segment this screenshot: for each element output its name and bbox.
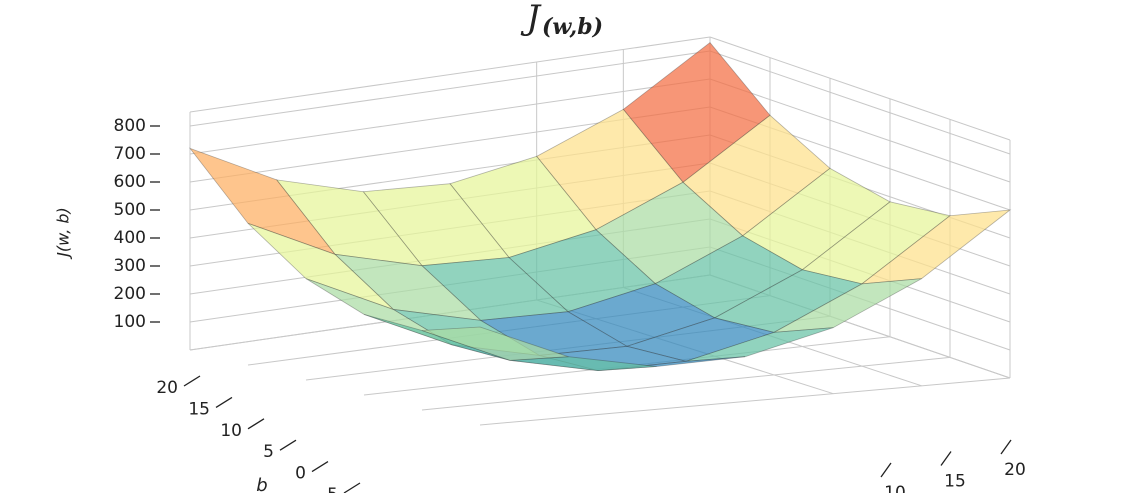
- y-axis-label: b: [256, 475, 267, 493]
- x-tick-label: 20: [1004, 460, 1026, 480]
- y-tick-label: 0: [295, 464, 306, 484]
- x-tick: [940, 451, 952, 466]
- chart-title: J: [520, 0, 542, 38]
- z-tick-label: 200: [114, 284, 146, 304]
- y-tick: [343, 482, 361, 493]
- z-axis-label: J(w, b): [54, 207, 73, 260]
- surface-patch: [860, 209, 1012, 285]
- box-edge: [709, 36, 1011, 141]
- z-tick-label: 700: [114, 144, 146, 164]
- grid-line: [421, 356, 951, 411]
- chart-title-subscript: (w,b): [542, 14, 603, 40]
- y-tick-label: 15: [188, 399, 210, 419]
- z-tick-label: 500: [114, 200, 146, 220]
- z-tick-label: 800: [114, 116, 146, 136]
- surface-patch: [275, 179, 423, 267]
- y-tick: [183, 375, 201, 387]
- grid-line: [709, 50, 1011, 155]
- y-tick: [311, 461, 329, 473]
- z-tick-label: 400: [114, 228, 146, 248]
- y-tick-label: 10: [220, 421, 242, 441]
- surface-patch: [595, 181, 744, 285]
- surface: [188, 42, 1012, 372]
- grid-line: [479, 377, 1011, 426]
- y-tick: [247, 418, 265, 430]
- y-tick: [279, 439, 297, 451]
- grid-line: [709, 78, 1011, 183]
- z-tick-label: 100: [114, 312, 146, 332]
- surface-patch: [188, 147, 337, 256]
- surface-patch: [625, 317, 776, 362]
- surface-patch: [421, 326, 569, 361]
- surface-patch: [363, 313, 511, 361]
- x-tick: [1000, 439, 1012, 455]
- x-tick-label: 15: [944, 472, 966, 492]
- x-tick-label: 10: [884, 483, 906, 493]
- y-tick: [215, 396, 233, 408]
- y-tick-label: 5: [263, 442, 274, 462]
- box-edge: [189, 36, 711, 113]
- z-tick-label: 300: [114, 256, 146, 276]
- y-tick-label: -5: [321, 485, 338, 493]
- surface-patch: [305, 278, 452, 346]
- surface-patch: [247, 222, 394, 310]
- y-tick-label: 20: [156, 378, 178, 398]
- z-tick-label: 600: [114, 172, 146, 192]
- x-tick: [880, 462, 892, 478]
